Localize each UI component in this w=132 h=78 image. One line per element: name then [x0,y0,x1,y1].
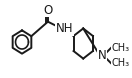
Text: O: O [43,4,53,17]
Text: CH₃: CH₃ [112,58,130,68]
Text: CH₃: CH₃ [112,43,130,53]
Text: N: N [98,49,106,62]
Text: NH: NH [56,22,73,35]
